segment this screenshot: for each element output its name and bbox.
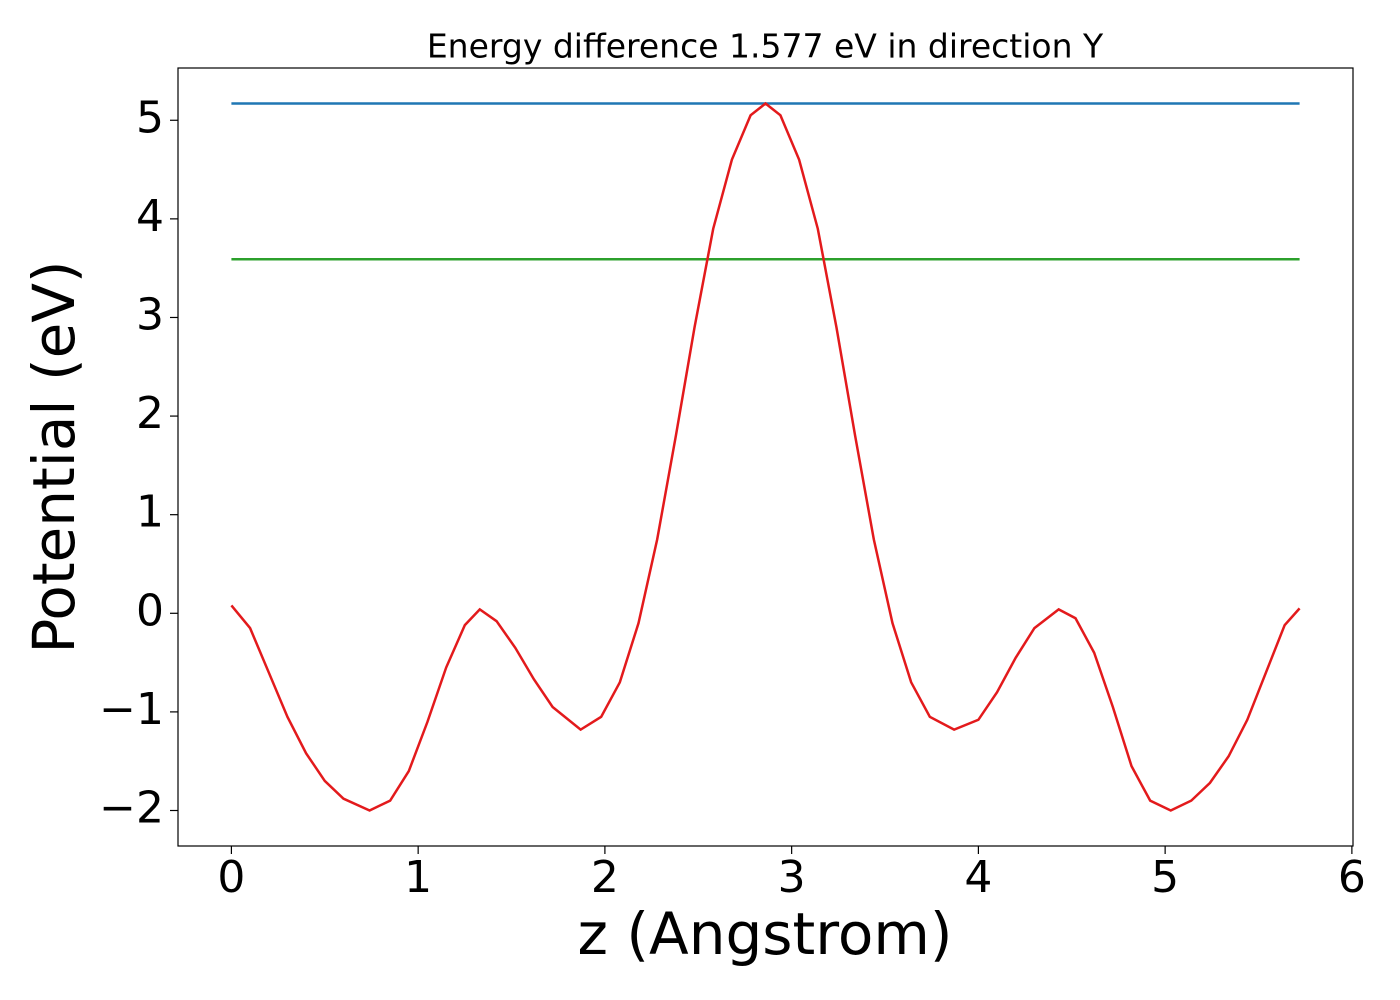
y-tick-label: 5 [136,92,164,143]
x-tick-label: 2 [591,852,619,903]
y-tick-label: 1 [136,487,164,538]
y-tick-label: 4 [136,191,164,242]
chart-title: Energy difference 1.577 eV in direction … [427,27,1104,66]
x-tick-label: 1 [404,852,432,903]
y-tick-label: 3 [136,289,164,340]
y-axis-label: Potential (eV) [20,260,88,653]
plot-frame [177,67,1354,847]
y-tick-label: 0 [136,585,164,636]
y-tick-label: 2 [136,388,164,439]
x-tick-label: 3 [778,852,806,903]
y-tick-label: −2 [99,783,164,834]
x-axis-label: z (Angstrom) [578,900,953,968]
x-tick-label: 5 [1151,852,1179,903]
x-tick-label: 4 [964,852,992,903]
y-tick-label: −1 [99,684,164,735]
data-line [230,101,1301,812]
x-tick-label: 0 [217,852,245,903]
x-tick-label: 6 [1338,852,1366,903]
